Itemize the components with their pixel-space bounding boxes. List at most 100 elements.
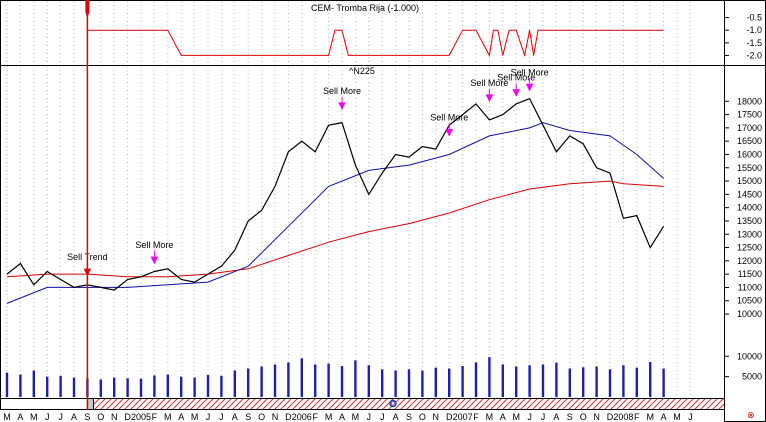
- indicator-axis: -0.5 -1.0 -1.5 -2.0: [724, 13, 762, 60]
- volume-bar: [113, 377, 116, 397]
- price-tick-label: 15000: [737, 176, 762, 186]
- indicator-tick-label: -0.5: [746, 13, 762, 23]
- volume-bar: [381, 369, 384, 397]
- signal-label: Sell More: [430, 113, 468, 123]
- volume-bar: [515, 366, 518, 397]
- volume-bar: [541, 364, 545, 397]
- time-label: S: [406, 412, 412, 422]
- time-label: A: [553, 412, 559, 422]
- time-label: M: [486, 412, 494, 422]
- time-axis-gray-segment: [87, 398, 94, 410]
- time-label: J: [45, 412, 50, 422]
- signal-label: Sell More: [497, 73, 535, 83]
- price-tick-label: 16000: [737, 149, 762, 159]
- price-tick-label: 17500: [737, 110, 762, 120]
- volume-bar: [394, 370, 397, 397]
- volume-bar: [166, 374, 169, 397]
- plot-frame: [0, 0, 725, 410]
- signal-label: Sell More: [511, 67, 549, 77]
- volume-bar: [32, 370, 35, 397]
- long-moving-average-line: [6, 180, 664, 278]
- indicator-line: [87, 29, 664, 58]
- time-label: D: [607, 412, 614, 422]
- time-label: O: [258, 412, 265, 422]
- volume-bar: [448, 368, 451, 397]
- volume-bar: [434, 367, 437, 397]
- price-grid: [6, 66, 691, 398]
- volume-axis: 10000 5000: [724, 351, 762, 382]
- volume-bar: [314, 364, 317, 397]
- volume-bar: [407, 369, 411, 397]
- volume-bar: [300, 358, 303, 397]
- volume-tick-label: 10000: [737, 351, 762, 361]
- time-label: D: [446, 412, 453, 422]
- price-tick-label: 13500: [737, 216, 762, 226]
- price-tick-label: 15500: [737, 163, 762, 173]
- indicator-grid: [6, 1, 691, 65]
- time-label: D: [124, 412, 131, 422]
- signal-arrow: [512, 83, 521, 97]
- volume-bar: [72, 377, 76, 397]
- time-label: F: [152, 412, 158, 422]
- volume-bar: [595, 366, 598, 397]
- volume-bar: [139, 378, 143, 397]
- volume-bar: [461, 366, 464, 397]
- price-tick-label: 11000: [738, 282, 762, 292]
- signal-label: Sell More: [470, 78, 508, 88]
- signal-arrow: [338, 96, 346, 111]
- time-label: S: [245, 412, 251, 422]
- time-label: 2008: [613, 412, 633, 422]
- volume-bar: [662, 368, 665, 397]
- price-line: [6, 97, 665, 291]
- time-axis-left-band: [0, 398, 88, 410]
- volume-bar: [153, 375, 156, 397]
- time-label: M: [30, 412, 38, 422]
- volume-bar: [608, 369, 612, 397]
- time-label: 2005: [131, 412, 151, 422]
- volume-tick-label: 5000: [742, 372, 762, 382]
- volume-bar: [340, 366, 344, 397]
- time-label: N: [272, 412, 279, 422]
- volume-bar: [649, 361, 652, 397]
- time-label: A: [393, 412, 399, 422]
- time-label: F: [312, 412, 318, 422]
- time-label: M: [512, 412, 520, 422]
- time-label: F: [473, 412, 479, 422]
- price-axis: 18000 17500 17000 16500 16000 15500 15000 14500…: [724, 96, 762, 319]
- price-tick-label: 13000: [737, 229, 762, 239]
- price-tick-label: 14000: [737, 203, 762, 213]
- indicator-tick-label: -1.0: [746, 25, 762, 35]
- volume-bar: [180, 376, 183, 397]
- time-label: A: [339, 412, 345, 422]
- price-tick-label: 16500: [737, 136, 762, 146]
- time-label: M: [673, 412, 681, 422]
- time-label: F: [634, 412, 640, 422]
- volume-bar: [367, 365, 370, 397]
- volume-bar: [327, 363, 330, 397]
- time-label: S: [84, 412, 90, 422]
- scroll-thumb-icon[interactable]: [389, 399, 397, 408]
- indicator-tick-label: -2.0: [746, 50, 762, 60]
- price-tick-label: 11500: [738, 269, 762, 279]
- cursor-marker[interactable]: [85, 0, 90, 18]
- volume-bar: [247, 368, 250, 397]
- volume-bar: [206, 375, 210, 397]
- time-label: 2007: [453, 412, 473, 422]
- signal-arrow: [150, 251, 159, 265]
- time-label: O: [580, 412, 587, 422]
- time-axis[interactable]: M A M J J A S O N D 2005 F M A M J J A S O N D 2006 F M A M J J A S O N D…: [0, 398, 725, 422]
- time-label: A: [500, 412, 506, 422]
- volume-bar: [354, 360, 357, 397]
- volume-bar: [555, 362, 558, 397]
- price-title: ^N225: [349, 66, 375, 76]
- signal-arrow: [525, 78, 534, 92]
- volume-bar: [528, 365, 531, 397]
- volume-bar: [59, 375, 62, 397]
- time-label: J: [541, 412, 546, 422]
- time-label: M: [191, 412, 199, 422]
- time-label: N: [593, 412, 600, 422]
- close-icon[interactable]: ⊗: [747, 410, 755, 420]
- price-tick-label: 18000: [737, 96, 762, 106]
- volume-bar: [220, 375, 223, 397]
